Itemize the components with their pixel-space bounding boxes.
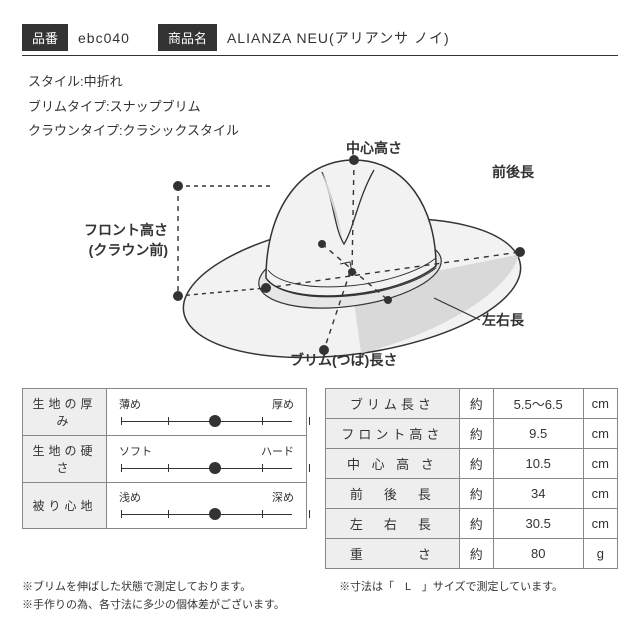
measurement-row: 前 後 長約34cm — [326, 479, 618, 509]
label-left-right: 左右長 — [482, 310, 524, 330]
meas-approx: 約 — [459, 479, 493, 509]
meas-unit: cm — [583, 509, 617, 539]
meas-unit: g — [583, 539, 617, 569]
meas-value: 30.5 — [493, 509, 583, 539]
scale-name: 生地の厚み — [23, 389, 107, 436]
label-front-height: フロント高さ (クラウン前) — [56, 220, 168, 260]
scale-gauge: ソフトハード — [107, 436, 307, 483]
meas-unit: cm — [583, 479, 617, 509]
hat-diagram: 中心高さ 前後長 フロント高さ (クラウン前) 左右長 ブリム(つば)長さ — [22, 88, 618, 384]
meas-approx: 約 — [459, 419, 493, 449]
meas-approx: 約 — [459, 539, 493, 569]
note-left-1: ※ブリムを伸ばした状態で測定しております。 — [22, 579, 322, 597]
meas-label: 中 心 高 さ — [326, 449, 460, 479]
scale-row: 生地の硬さソフトハード — [23, 436, 307, 483]
meas-approx: 約 — [459, 509, 493, 539]
measurement-row: 中 心 高 さ約10.5cm — [326, 449, 618, 479]
scale-row: 被り心地浅め深め — [23, 483, 307, 529]
meas-value: 5.5～6.5 — [493, 389, 583, 419]
scale-name: 被り心地 — [23, 483, 107, 529]
measurement-row: 左 右 長約30.5cm — [326, 509, 618, 539]
meas-value: 34 — [493, 479, 583, 509]
measurement-row: フロント高さ約9.5cm — [326, 419, 618, 449]
measurement-row: ブリム長さ約5.5～6.5cm — [326, 389, 618, 419]
meas-label: 重 さ — [326, 539, 460, 569]
note-left-2: ※手作りの為、各寸法に多少の個体差がございます。 — [22, 597, 322, 615]
measurements-table: ブリム長さ約5.5～6.5cmフロント高さ約9.5cm中 心 高 さ約10.5c… — [325, 388, 618, 569]
name-label: 商品名 — [158, 24, 217, 51]
meas-approx: 約 — [459, 449, 493, 479]
meas-unit: cm — [583, 419, 617, 449]
sku-value: ebc040 — [78, 30, 130, 46]
meas-unit: cm — [583, 449, 617, 479]
meas-label: フロント高さ — [326, 419, 460, 449]
meas-unit: cm — [583, 389, 617, 419]
scale-row: 生地の厚み薄め厚め — [23, 389, 307, 436]
feel-scale-table: 生地の厚み薄め厚め生地の硬さソフトハード被り心地浅め深め — [22, 388, 307, 529]
note-right: ※寸法は「 L 」サイズで測定しています。 — [339, 579, 611, 597]
footnotes: ※ブリムを伸ばした状態で測定しております。 ※手作りの為、各寸法に多少の個体差が… — [22, 579, 618, 614]
label-center-height: 中心高さ — [346, 138, 402, 158]
sku-label: 品番 — [22, 24, 68, 51]
meas-value: 80 — [493, 539, 583, 569]
meas-label: 前 後 長 — [326, 479, 460, 509]
meas-approx: 約 — [459, 389, 493, 419]
meas-value: 9.5 — [493, 419, 583, 449]
meas-label: ブリム長さ — [326, 389, 460, 419]
meas-value: 10.5 — [493, 449, 583, 479]
meas-label: 左 右 長 — [326, 509, 460, 539]
product-header: 品番 ebc040 商品名 ALIANZA NEU(アリアンサ ノイ) — [22, 24, 618, 56]
label-front-back: 前後長 — [492, 162, 534, 182]
scale-gauge: 薄め厚め — [107, 389, 307, 436]
name-value: ALIANZA NEU(アリアンサ ノイ) — [227, 28, 450, 48]
label-brim-length: ブリム(つば)長さ — [290, 350, 397, 370]
scale-name: 生地の硬さ — [23, 436, 107, 483]
scale-gauge: 浅め深め — [107, 483, 307, 529]
measurement-row: 重 さ約80g — [326, 539, 618, 569]
